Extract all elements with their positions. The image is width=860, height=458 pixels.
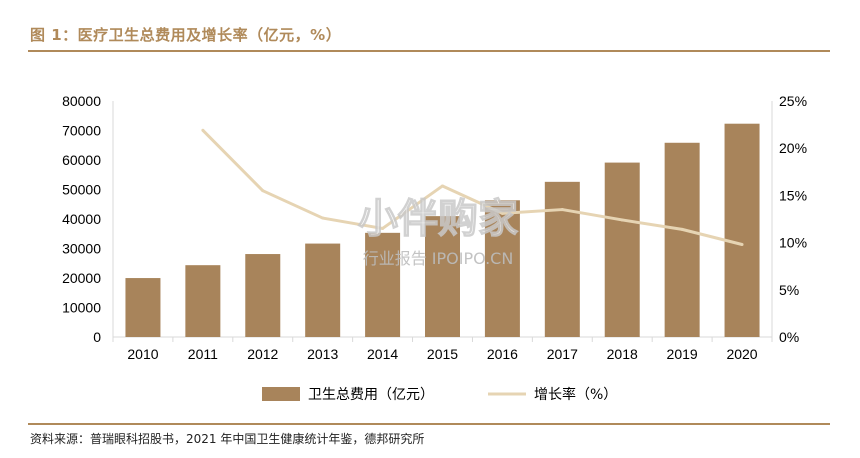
y-left-tick-label: 40000 [62,211,101,227]
combo-chart: 0 10000 20000 30000 40000 50000 60000 70000 8000… [62,93,807,403]
line-point [321,216,325,220]
title-rule [28,50,830,52]
figure-title: 图 1：医疗卫生总费用及增长率（亿元，%） [30,26,342,44]
y-right-tick-label: 5% [779,282,799,298]
y-left-tick-label: 20000 [62,270,101,286]
x-tick-label: 2020 [726,346,757,362]
x-tick-label: 2017 [547,346,578,362]
legend-line-label: 增长率（%） [534,386,617,403]
bar [365,232,401,337]
bar [604,162,640,337]
y-left-tick-label: 50000 [62,182,101,198]
y-right-tick-label: 25% [779,93,807,109]
line-point [500,211,504,215]
growth-line [201,129,743,246]
y-right-tick-label: 0% [779,329,799,345]
chart-legend: 卫生总费用（亿元） 增长率（%） [262,386,617,403]
line-point [560,208,564,212]
y-left-tick-label: 60000 [62,152,101,168]
bar [125,278,161,337]
line-point [381,226,385,230]
x-tick-label: 2014 [367,346,398,362]
x-tick-label: 2013 [307,346,338,362]
bar [185,265,221,337]
legend-bar-swatch [262,387,300,401]
line-point [441,184,444,188]
y-left-tick-label: 0 [93,329,101,345]
bar [425,216,460,337]
y-left-tick-label: 80000 [62,93,101,109]
bar [245,254,281,337]
x-tick-label: 2010 [127,346,158,362]
line-series [201,128,744,246]
y-left-tick-label: 10000 [62,300,101,316]
line-point [261,189,265,193]
x-tick-label: 2011 [188,346,218,362]
x-tick-label: 2016 [487,346,518,362]
y-right-tick-label: 10% [779,235,807,251]
bar [484,200,520,337]
line-point [680,227,684,231]
y-right-tick-label: 20% [779,140,807,156]
y-right-tick-label: 15% [779,187,807,203]
x-tick-label: 2012 [247,346,278,362]
x-tick-label: 2019 [667,346,698,362]
bar-series [125,123,760,338]
tick-labels: 0 10000 20000 30000 40000 50000 60000 70000 8000… [62,93,807,362]
line-point [740,242,744,246]
y-left-tick-label: 70000 [62,123,101,139]
line-point [620,218,624,222]
line-point [201,128,205,132]
legend-bar-label: 卫生总费用（亿元） [308,387,434,403]
bar [305,243,341,337]
bar [724,123,760,338]
source-note: 资料来源：普瑞眼科招股书，2021 年中国卫生健康统计年鉴，德邦研究所 [30,432,425,446]
bar [544,181,580,337]
y-left-tick-label: 30000 [62,241,101,257]
x-tick-label: 2018 [607,346,638,362]
watermark-sub: 行业报告 IPOIPO.CN [363,249,514,268]
watermark: 小伴购家 行业报告 IPOIPO.CN [357,195,518,268]
watermark-main: 小伴购家 [358,196,518,242]
x-tick-label: 2015 [427,346,458,362]
bar [664,142,700,337]
source-rule [28,423,830,425]
